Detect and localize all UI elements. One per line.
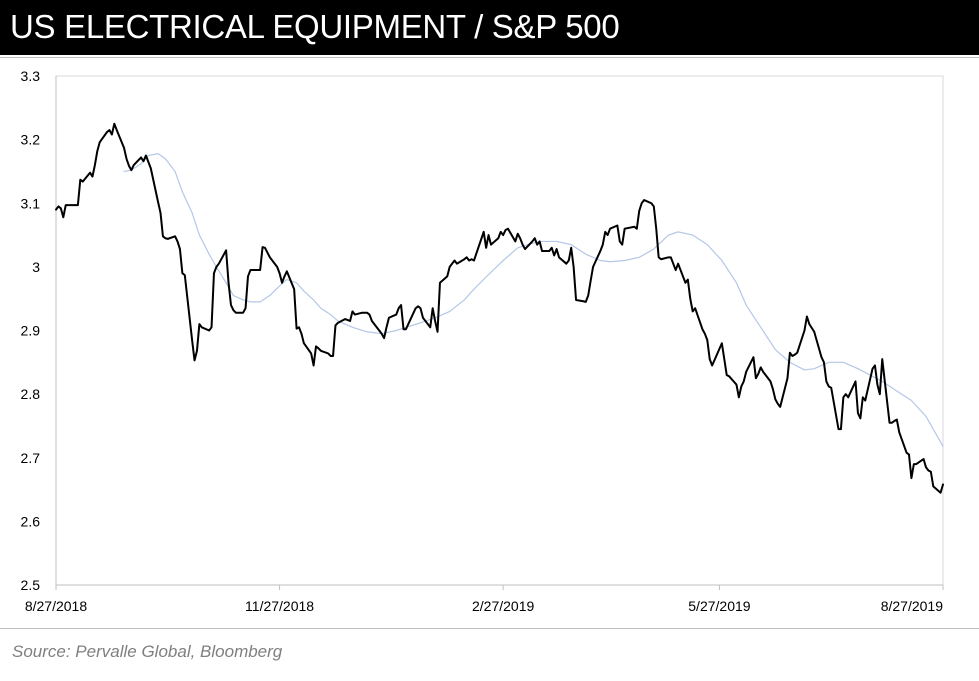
ratio-line-chart: 3.3 3.2 3.1 3 2.9 2.8 2.7 2.6 2.5 8/27/2018 11/27… bbox=[21, 68, 944, 614]
x-tick-label: 8/27/2019 bbox=[881, 598, 943, 614]
y-tick-label: 2.8 bbox=[21, 386, 41, 402]
x-tick-label: 11/27/2018 bbox=[245, 598, 314, 614]
ratio-line bbox=[55, 122, 944, 494]
series-layer bbox=[55, 122, 944, 494]
plot-area-border bbox=[55, 75, 944, 586]
source-note: Source: Pervalle Global, Bloomberg bbox=[12, 642, 283, 661]
y-tick-label: 3 bbox=[32, 259, 40, 275]
y-tick-label: 2.6 bbox=[21, 513, 41, 529]
x-tick-label: 8/27/2018 bbox=[25, 598, 87, 614]
y-tick-label: 3.2 bbox=[21, 132, 41, 148]
y-tick-label: 2.7 bbox=[21, 450, 41, 466]
footer-divider bbox=[0, 628, 979, 629]
title-bar: US ELECTRICAL EQUIPMENT / S&P 500 bbox=[0, 0, 979, 55]
title-divider bbox=[0, 57, 979, 58]
y-tick-label: 2.5 bbox=[21, 577, 41, 593]
x-axis-tick-labels: 8/27/2018 11/27/2018 2/27/2019 5/27/2019 8/2… bbox=[25, 598, 943, 614]
chart-axes bbox=[55, 75, 944, 590]
y-tick-label: 3.1 bbox=[21, 195, 41, 211]
page-title: US ELECTRICAL EQUIPMENT / S&P 500 bbox=[10, 8, 620, 45]
x-tick-label: 2/27/2019 bbox=[472, 598, 534, 614]
y-tick-label: 3.3 bbox=[21, 68, 41, 84]
moving-average-line bbox=[123, 153, 944, 447]
y-tick-label: 2.9 bbox=[21, 323, 41, 339]
x-tick-label: 5/27/2019 bbox=[688, 598, 750, 614]
y-axis-tick-labels: 3.3 3.2 3.1 3 2.9 2.8 2.7 2.6 2.5 bbox=[21, 68, 41, 593]
